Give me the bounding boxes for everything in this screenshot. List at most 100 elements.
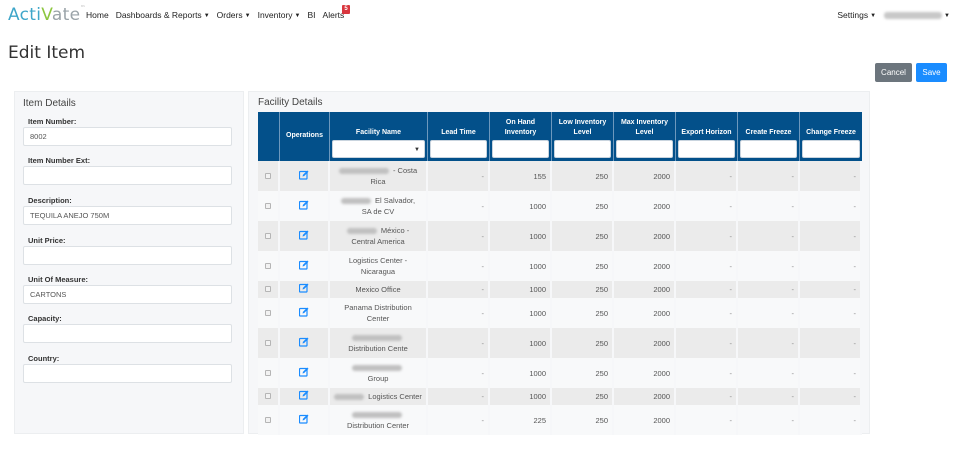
- export-horizon-filter-input[interactable]: [678, 140, 735, 158]
- col-select: [258, 112, 280, 161]
- capacity-field[interactable]: [23, 324, 232, 343]
- create-freeze-cell: -: [738, 161, 800, 191]
- logo-trademark: ™: [80, 5, 86, 11]
- on-hand-cell: 1000: [490, 328, 552, 358]
- nav-settings[interactable]: Settings ▼: [837, 10, 876, 20]
- lead-time-cell: -: [428, 161, 490, 191]
- nav-bi[interactable]: BI: [308, 10, 316, 20]
- table-row: Group -1000 250 2000- - -: [258, 358, 862, 388]
- facility-name-line2: Distribution Center: [346, 421, 410, 430]
- facility-name-text: Panama Distribution: [344, 303, 412, 312]
- nav-alerts[interactable]: Alerts: [323, 10, 345, 20]
- lead-time-filter-input[interactable]: [430, 140, 487, 158]
- row-checkbox[interactable]: [265, 262, 271, 269]
- redacted-name: [334, 394, 365, 401]
- facility-name-line2: Group: [367, 374, 389, 383]
- facility-details-title: Facility Details: [258, 97, 323, 108]
- max-inventory-cell: 2000: [614, 328, 676, 358]
- operations-cell: [280, 388, 330, 405]
- row-checkbox[interactable]: [265, 202, 271, 209]
- col-max-inventory: Max Inventory Level: [614, 112, 676, 161]
- logo-text-v: V: [41, 5, 52, 25]
- top-navbar: ActiVate™ Home Dashboards & Reports ▼ Ord…: [0, 0, 960, 30]
- facility-name-cell: Logistics Center - Nicaragua: [330, 251, 428, 281]
- country-field[interactable]: [23, 364, 232, 383]
- item-number-field[interactable]: [23, 127, 232, 146]
- change-freeze-cell: -: [800, 251, 862, 281]
- row-select-cell: [258, 281, 280, 298]
- row-checkbox[interactable]: [265, 286, 271, 292]
- caret-down-icon: ▼: [203, 13, 210, 19]
- cancel-button[interactable]: Cancel: [875, 63, 912, 82]
- max-inventory-cell: 2000: [614, 281, 676, 298]
- on-hand-filter-input[interactable]: [492, 140, 549, 158]
- row-select-cell: [258, 328, 280, 358]
- unit-of-measure-field[interactable]: [23, 285, 232, 304]
- col-operations-label: Operations: [286, 131, 323, 139]
- facility-name-filter-select[interactable]: ▼: [332, 140, 425, 158]
- unit-of-measure-label: Unit Of Measure:: [28, 275, 89, 284]
- row-checkbox[interactable]: [265, 416, 271, 423]
- edit-icon[interactable]: [299, 170, 309, 180]
- facility-name-cell: Distribution Cente: [330, 328, 428, 358]
- facility-table: Operations Facility Name ▼ Lead Time On H…: [258, 112, 862, 435]
- edit-icon[interactable]: [299, 307, 309, 317]
- low-inventory-cell: 250: [552, 328, 614, 358]
- nav-orders[interactable]: Orders ▼: [217, 10, 251, 20]
- logo-text-prefix: Acti: [8, 5, 42, 25]
- change-freeze-filter-input[interactable]: [802, 140, 860, 158]
- row-checkbox[interactable]: [265, 309, 271, 316]
- row-checkbox[interactable]: [265, 339, 271, 346]
- unit-price-field[interactable]: [23, 246, 232, 265]
- nav-user-menu[interactable]: ▼: [884, 10, 950, 20]
- row-checkbox[interactable]: [265, 232, 271, 239]
- change-freeze-cell: -: [800, 388, 862, 405]
- edit-icon[interactable]: [299, 200, 309, 210]
- col-on-hand-label: On Hand Inventory: [504, 119, 537, 136]
- alerts-count-badge[interactable]: 5: [342, 5, 350, 14]
- edit-icon[interactable]: [299, 230, 309, 240]
- nav-home-label: Home: [86, 10, 109, 20]
- edit-icon[interactable]: [299, 260, 309, 270]
- activate-logo[interactable]: ActiVate™: [8, 5, 86, 25]
- item-number-ext-label: Item Number Ext:: [28, 156, 91, 165]
- change-freeze-cell: -: [800, 281, 862, 298]
- operations-cell: [280, 251, 330, 281]
- description-field[interactable]: [23, 206, 232, 225]
- edit-icon[interactable]: [299, 414, 309, 424]
- row-checkbox[interactable]: [265, 369, 271, 376]
- main-nav: Home Dashboards & Reports ▼ Orders ▼ Inven…: [86, 10, 344, 20]
- nav-bi-label: BI: [307, 10, 316, 20]
- facility-name-line1: Panama Distribution: [334, 302, 422, 313]
- row-select-cell: [258, 161, 280, 191]
- max-inventory-filter-input[interactable]: [616, 140, 673, 158]
- low-inventory-filter-input[interactable]: [554, 140, 611, 158]
- save-button[interactable]: Save: [916, 63, 947, 82]
- edit-icon[interactable]: [299, 390, 309, 400]
- edit-icon[interactable]: [299, 337, 309, 347]
- edit-icon[interactable]: [299, 283, 309, 293]
- col-export-horizon: Export Horizon: [676, 112, 738, 161]
- create-freeze-filter-input[interactable]: [740, 140, 797, 158]
- row-checkbox[interactable]: [265, 393, 271, 399]
- lead-time-cell: -: [428, 388, 490, 405]
- nav-home[interactable]: Home: [86, 10, 109, 20]
- operations-cell: [280, 405, 330, 435]
- export-horizon-cell: -: [676, 281, 738, 298]
- on-hand-cell: 1000: [490, 221, 552, 251]
- edit-icon[interactable]: [299, 367, 309, 377]
- change-freeze-cell: -: [800, 298, 862, 328]
- low-inventory-cell: 250: [552, 405, 614, 435]
- col-change-freeze: Change Freeze: [800, 112, 862, 161]
- nav-inventory[interactable]: Inventory ▼: [258, 10, 301, 20]
- facility-name-line1: [334, 362, 422, 373]
- lead-time-cell: -: [428, 405, 490, 435]
- col-create-freeze: Create Freeze: [738, 112, 800, 161]
- create-freeze-cell: -: [738, 298, 800, 328]
- caret-down-icon: ▼: [244, 13, 251, 19]
- table-row: Panama Distribution Center -1000 250 2000- - -: [258, 298, 862, 328]
- item-number-ext-field[interactable]: [23, 166, 232, 185]
- nav-dashboards-reports[interactable]: Dashboards & Reports ▼: [116, 10, 210, 20]
- row-checkbox[interactable]: [265, 172, 271, 179]
- facility-name-text: El Salvador,: [372, 196, 416, 205]
